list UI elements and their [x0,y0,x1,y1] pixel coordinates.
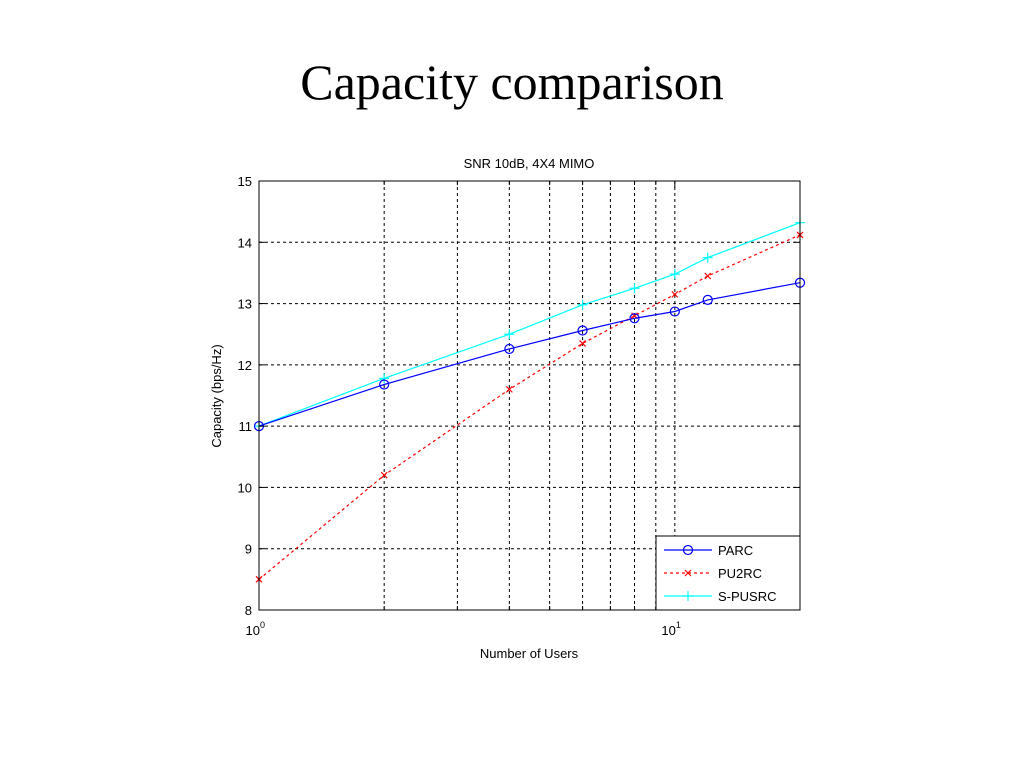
legend-entry: PARC [664,543,753,558]
data-point [684,569,692,577]
grid-lines [259,181,800,610]
x-tick-label-base: 10 [661,623,675,638]
data-point [682,544,694,556]
legend-box [655,535,801,611]
x-tick-label-exponent: 0 [260,620,265,630]
series-line [258,222,801,427]
data-point [379,379,390,390]
series-s-pusrc [254,217,805,432]
x-tick-label-exponent: 1 [676,620,681,630]
data-point [505,385,513,393]
data-point [579,339,586,347]
y-tick-label: 8 [245,603,252,618]
data-point [669,306,680,317]
legend: PARC PU2RC S-PUSRC [655,535,801,611]
y-axis-label: Capacity (bps/Hz) [209,344,224,447]
series-line [258,234,801,580]
data-point [504,343,515,355]
data-point [704,272,712,280]
data-point [380,471,388,479]
y-tick-label: 11 [239,419,253,434]
y-tick-label: 14 [238,235,252,250]
data-point [702,252,713,263]
data-point [577,325,588,336]
series-pu2rc [255,231,804,583]
y-tick-label: 13 [238,297,252,312]
series-layer [253,217,806,583]
x-tick-label: 10 1 [661,620,680,638]
legend-entry: S-PUSRC [664,589,777,604]
x-axis-label: Number of Users [480,646,579,661]
chart-title: SNR 10dB, 4X4 MIMO [464,156,595,171]
legend-label: PARC [718,543,753,558]
x-tick-label: 10 0 [246,620,265,638]
data-point [702,294,713,305]
data-point [577,299,588,310]
x-tick-label-base: 10 [246,623,260,638]
data-point [683,591,693,601]
slide-title: Capacity comparison [300,54,724,110]
legend-entry: PU2RC [664,566,762,581]
data-point [629,283,640,294]
data-point [504,329,515,340]
plot-frame [258,180,801,611]
data-point [629,313,640,324]
data-point [379,373,390,384]
y-tick-label: 12 [238,358,252,373]
y-tick-label: 10 [238,480,252,495]
data-point [671,290,679,298]
series-line [258,282,801,427]
data-point [669,269,680,280]
legend-label: S-PUSRC [718,589,777,604]
legend-label: PU2RC [718,566,762,581]
y-tick-label: 9 [245,542,252,557]
series-parc [253,277,806,432]
y-tick-label: 15 [238,174,252,189]
